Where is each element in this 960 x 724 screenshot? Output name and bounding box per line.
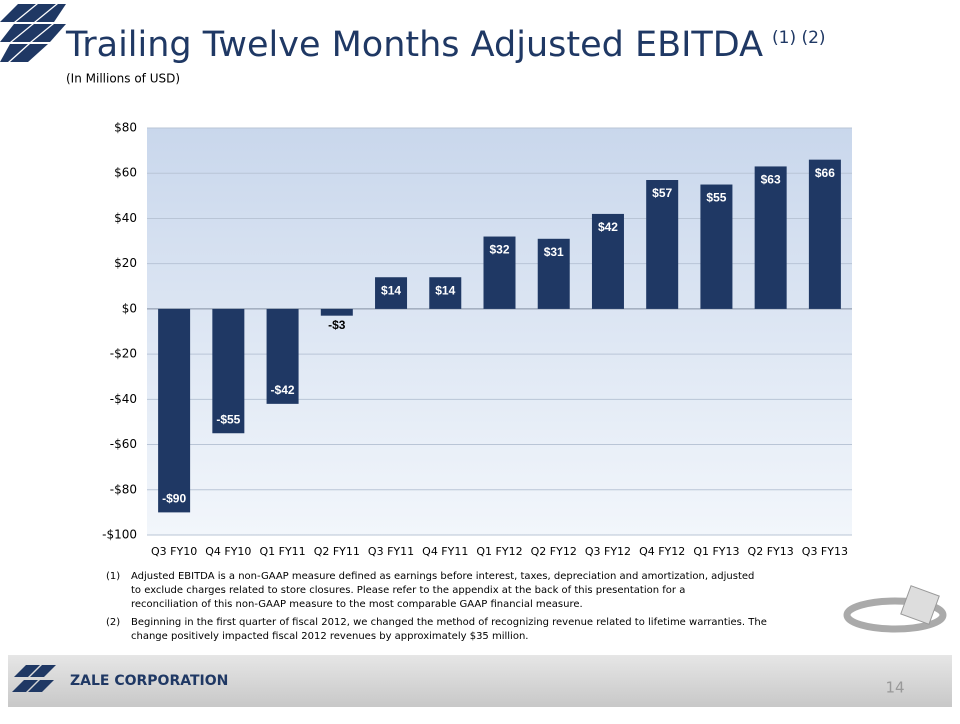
x-tick-label: Q2 FY12 — [531, 545, 577, 558]
value-label: -$3 — [328, 318, 346, 332]
x-tick-label: Q3 FY12 — [585, 545, 631, 558]
y-tick-label: -$100 — [102, 528, 137, 542]
title: Trailing Twelve Months Adjusted EBITDA — [65, 25, 763, 65]
value-label: -$55 — [216, 412, 240, 426]
bar — [483, 236, 516, 309]
bar — [700, 184, 733, 309]
bar — [429, 277, 462, 309]
footnote-line: Beginning in the first quarter of fiscal… — [131, 617, 767, 628]
x-tick-label: Q3 FY13 — [802, 545, 848, 558]
x-tick-label: Q4 FY11 — [422, 545, 468, 558]
bar — [320, 308, 353, 316]
value-label: $55 — [706, 191, 726, 205]
value-label: $66 — [815, 166, 835, 180]
value-label: $42 — [598, 220, 618, 234]
y-tick-label: $80 — [114, 121, 137, 135]
x-tick-label: Q1 FY12 — [476, 545, 522, 558]
value-label: $63 — [761, 173, 781, 187]
x-tick-label: Q2 FY13 — [748, 545, 794, 558]
bar — [646, 180, 679, 309]
bar — [591, 213, 624, 309]
y-tick-label: -$80 — [110, 482, 137, 496]
footnote-marker: (1) — [106, 571, 120, 582]
value-label: -$42 — [271, 383, 295, 397]
x-tick-label: Q1 FY13 — [693, 545, 739, 558]
x-tick-label: Q4 FY12 — [639, 545, 685, 558]
value-label: $31 — [544, 245, 564, 259]
bar — [375, 277, 408, 309]
plot-area — [147, 128, 852, 535]
value-label: $14 — [435, 283, 455, 297]
subtitle: (In Millions of USD) — [66, 72, 180, 86]
bar — [754, 166, 787, 309]
x-tick-label: Q3 FY11 — [368, 545, 414, 558]
value-label: $14 — [381, 283, 401, 297]
footnote-line: Adjusted EBITDA is a non-GAAP measure de… — [131, 571, 754, 582]
footnote-line: to exclude charges related to store clos… — [131, 585, 685, 596]
bar — [537, 238, 570, 309]
bar — [212, 308, 245, 434]
footnote-line: change positively impacted fiscal 2012 r… — [131, 631, 528, 642]
y-tick-label: -$60 — [110, 437, 137, 451]
value-label: $57 — [652, 186, 672, 200]
logo — [0, 4, 66, 62]
x-tick-label: Q1 FY11 — [259, 545, 305, 558]
y-tick-label: $20 — [114, 256, 137, 270]
y-tick-label: $60 — [114, 166, 137, 180]
bar — [808, 159, 841, 309]
bar — [266, 308, 299, 404]
x-tick-label: Q2 FY11 — [314, 545, 360, 558]
ring — [843, 585, 947, 633]
value-label: -$90 — [162, 492, 186, 506]
title-note: (1) (2) — [772, 28, 826, 48]
x-tick-label: Q3 FY10 — [151, 545, 197, 558]
y-tick-label: $0 — [122, 301, 137, 315]
value-label: $32 — [489, 243, 509, 257]
x-tick-label: Q4 FY10 — [205, 545, 251, 558]
y-tick-label: -$20 — [110, 347, 137, 361]
bar — [158, 308, 191, 513]
footer-logo — [12, 665, 56, 692]
company: ZALE CORPORATION — [70, 673, 228, 689]
footnote-line: reconciliation of this non-GAAP measure … — [131, 599, 583, 610]
footnote-marker: (2) — [106, 617, 120, 628]
y-tick-label: $40 — [114, 211, 137, 225]
footer-bar — [8, 655, 952, 707]
y-tick-label: -$40 — [110, 392, 137, 406]
page-number: 14 — [885, 679, 904, 697]
